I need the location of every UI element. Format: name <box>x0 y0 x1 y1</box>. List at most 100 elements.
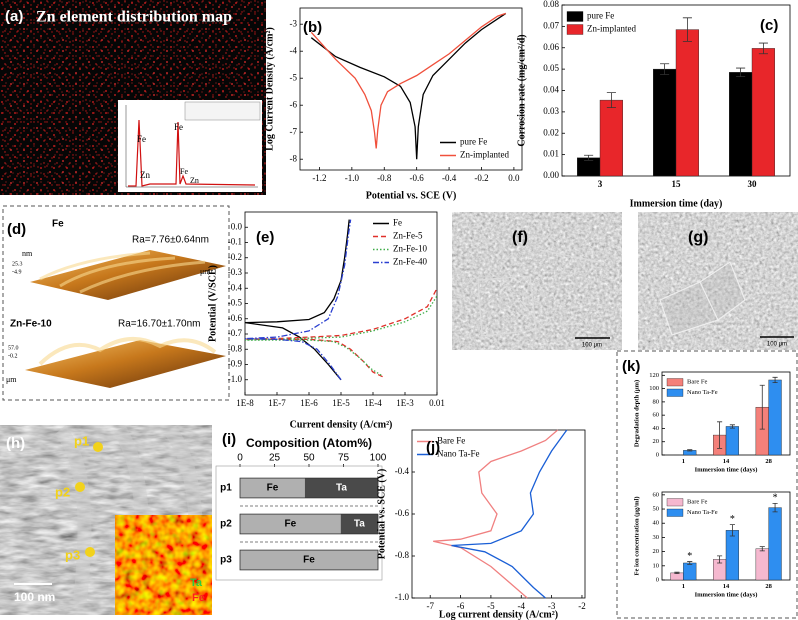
x-tick-label: 14 <box>723 583 730 590</box>
y-tick-label: -7 <box>290 126 298 136</box>
legend-label: Bare Fe <box>437 436 465 446</box>
segment-label: Fe <box>267 483 279 494</box>
x-tick-label: -4 <box>518 601 526 611</box>
panel-label: (i) <box>222 431 236 448</box>
y-tick-label: 120 <box>649 372 659 379</box>
y-tick-label: 0.07 <box>543 20 559 30</box>
point-label: p3 <box>65 547 80 562</box>
x-tick-label: 1 <box>682 458 685 465</box>
panel-label: (g) <box>688 229 708 246</box>
y-tick-label: 30 <box>653 534 660 541</box>
x-tick-label: 1E-6 <box>300 398 318 408</box>
y-tick-label: -0.5 <box>228 298 243 308</box>
panel-frame <box>2 205 230 401</box>
bar <box>725 530 740 581</box>
x-tick-label: 1E-7 <box>268 398 286 408</box>
panel-label: (d) <box>7 221 26 238</box>
bar <box>751 48 775 177</box>
x-tick-label: 0.0 <box>508 173 520 183</box>
legend-label: pure Fe <box>460 137 487 147</box>
x-tick-label: 1E-4 <box>364 398 382 408</box>
x-tick-label: 28 <box>765 583 772 590</box>
point-marker <box>85 547 95 557</box>
x-tick-label: -5 <box>487 601 495 611</box>
error-bar <box>736 67 746 78</box>
panel-label: (j) <box>426 439 440 456</box>
afm-ridge <box>38 336 217 366</box>
x-tick-label: 3 <box>598 179 603 189</box>
series-line <box>244 287 438 378</box>
y-tick-label: -0.4 <box>228 282 243 292</box>
error-bar <box>729 524 735 537</box>
legend-label: Bare Fe <box>687 499 708 506</box>
eds-peak-label: Fe <box>137 134 146 144</box>
axis-unit: nm <box>22 249 33 258</box>
bar <box>768 379 782 456</box>
x-tick-label: -6 <box>457 601 465 611</box>
error-bar <box>584 154 594 161</box>
y-tick-label: 40 <box>653 425 660 432</box>
eds-map <box>115 515 212 615</box>
afm-surface <box>25 340 226 388</box>
x-tick-label: -0.8 <box>377 173 392 183</box>
y-tick-label: 20 <box>653 548 660 555</box>
x-axis-title: Immersion time (days) <box>695 591 758 598</box>
y-tick-label: 60 <box>653 412 660 419</box>
x-tick-label: -2 <box>578 601 586 611</box>
y-tick-label: 0.05 <box>543 63 559 73</box>
legend-swatch <box>666 378 684 387</box>
x-axis-title: Immersion time (days) <box>695 466 758 473</box>
legend-label: Zn-Fe-5 <box>393 231 423 241</box>
y-tick-label: -1.0 <box>228 374 243 384</box>
panel-label: (b) <box>303 19 322 36</box>
y-tick-label: 50 <box>653 506 660 513</box>
bar-segment <box>340 514 378 534</box>
x-tick-label: 100 <box>370 453 387 464</box>
y-axis-title: Fe ion concentration (μg/ml) <box>633 497 640 576</box>
x-tick-label: 1E-3 <box>396 398 414 408</box>
z-tick: 25.3 <box>12 261 23 267</box>
axis-unit: μm <box>6 375 17 384</box>
y-tick-label: 0 <box>656 451 659 458</box>
x-tick-label: -0.2 <box>474 173 488 183</box>
error-bar <box>682 17 692 42</box>
annotation: * <box>687 551 692 562</box>
scale-label: 100 nm <box>14 590 55 604</box>
row-label: p2 <box>220 519 232 530</box>
y-tick-label: -6 <box>290 99 298 109</box>
bar-frame <box>239 477 379 499</box>
bar <box>768 507 782 581</box>
y-tick-label: 40 <box>653 520 660 527</box>
sem-crack <box>477 249 601 337</box>
y-axis-title: Degradation depth (μm) <box>633 380 640 447</box>
axis-unit: μm <box>200 267 211 276</box>
y-tick-label: -3 <box>290 18 298 28</box>
series-line <box>310 12 507 160</box>
z-tick: -0.2 <box>8 353 18 359</box>
panel-label: (c) <box>760 17 778 34</box>
map-label: Ta <box>190 577 203 589</box>
y-tick-label: -0.9 <box>228 359 243 369</box>
map-label: Fe <box>192 592 205 604</box>
point-label: p2 <box>55 484 70 499</box>
x-tick-label: 75 <box>338 453 350 464</box>
y-tick-label: -1.0 <box>395 592 410 602</box>
y-tick-label: 0 <box>656 576 659 583</box>
bar <box>729 72 753 177</box>
scale-label: 100 μm <box>767 342 787 348</box>
z-tick: -4.9 <box>12 269 22 275</box>
segment-label: Fe <box>303 555 315 566</box>
legend-label: Bare Fe <box>687 379 708 386</box>
series-line <box>310 12 507 149</box>
x-axis-title: Immersion time (day) <box>630 198 723 209</box>
sem-flake <box>659 261 746 336</box>
y-tick-label: -0.7 <box>228 328 243 338</box>
y-tick-label: -5 <box>290 72 298 82</box>
sem-image <box>638 212 798 350</box>
series-line <box>244 295 438 376</box>
legend-label: Zn-Fe-40 <box>393 257 427 267</box>
sample-name: Zn-Fe-10 <box>10 319 52 330</box>
legend-swatch <box>566 24 584 35</box>
bar-frame <box>239 513 379 535</box>
